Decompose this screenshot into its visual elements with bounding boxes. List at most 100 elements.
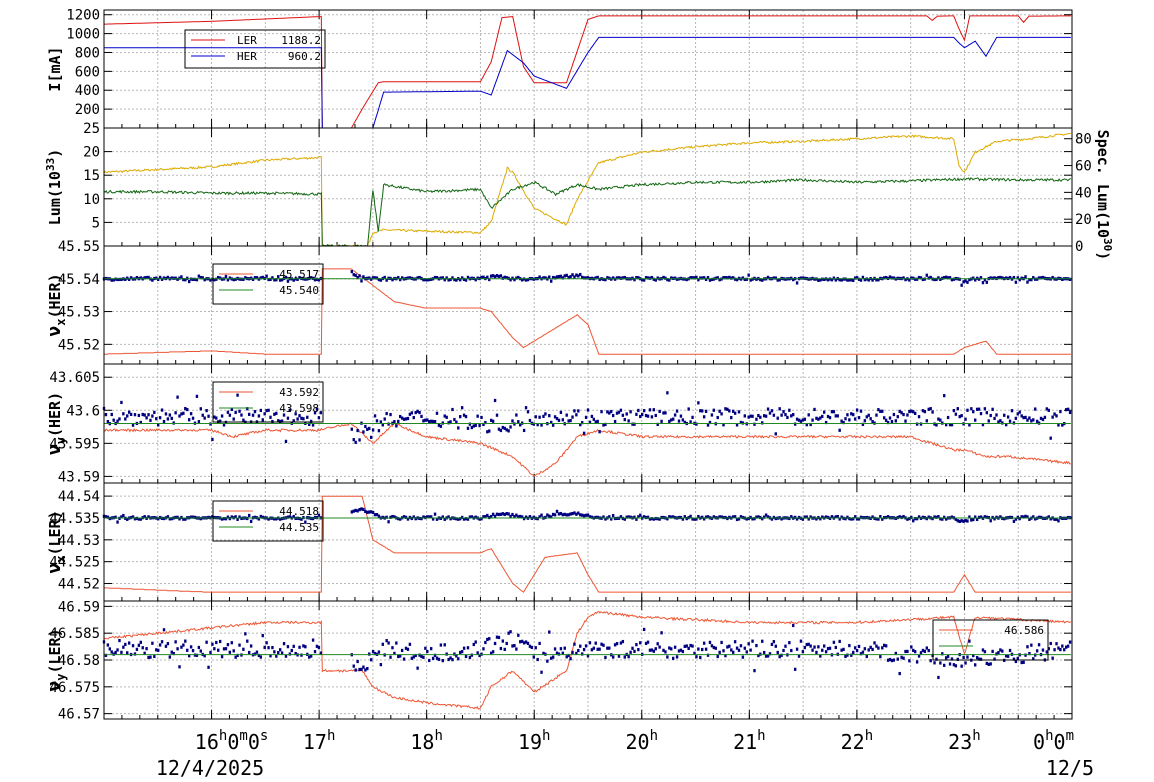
- legend-value: 43.598: [279, 402, 319, 415]
- data-point: [972, 276, 975, 280]
- y-tick-label: 400: [75, 83, 100, 99]
- data-point: [853, 646, 857, 650]
- data-point: [474, 278, 477, 282]
- data-point: [675, 655, 679, 659]
- data-point: [710, 644, 714, 648]
- data-point: [317, 513, 321, 517]
- data-point: [815, 416, 818, 420]
- data-point: [792, 623, 795, 628]
- data-point: [633, 278, 636, 282]
- data-point: [317, 416, 321, 420]
- data-point: [615, 276, 619, 280]
- data-point: [702, 641, 706, 645]
- data-point: [921, 409, 925, 413]
- data-point: [989, 276, 992, 280]
- data-point: [970, 407, 973, 411]
- data-point: [733, 515, 737, 519]
- data-point: [567, 419, 570, 423]
- data-point: [464, 654, 468, 659]
- data-point: [997, 420, 1000, 424]
- data-point: [875, 644, 878, 648]
- data-point: [209, 650, 212, 654]
- data-point: [538, 415, 541, 419]
- data-point: [217, 275, 220, 280]
- data-point: [913, 517, 917, 521]
- data-point: [937, 276, 940, 280]
- data-point: [772, 515, 776, 520]
- data-point: [315, 644, 319, 648]
- data-point: [1014, 416, 1018, 420]
- data-point: [563, 512, 566, 516]
- data-point: [784, 413, 787, 417]
- data-point: [507, 631, 510, 635]
- data-point: [497, 635, 501, 640]
- data-point: [209, 278, 212, 282]
- data-point: [468, 422, 472, 426]
- data-point: [724, 276, 727, 280]
- data-point: [472, 642, 475, 647]
- data-point: [577, 511, 580, 515]
- data-point: [730, 276, 733, 280]
- data-point: [898, 409, 901, 413]
- data-point: [207, 414, 210, 418]
- data-point: [116, 419, 119, 423]
- data-point: [569, 418, 572, 423]
- data-point: [315, 277, 319, 281]
- data-point: [714, 276, 717, 280]
- data-point: [222, 423, 226, 427]
- data-point: [848, 418, 851, 422]
- data-point: [213, 415, 216, 419]
- data-point: [1041, 275, 1045, 280]
- data-point: [757, 413, 760, 418]
- data-point: [704, 647, 708, 651]
- data-point: [972, 410, 975, 414]
- data-point: [1012, 421, 1016, 425]
- data-point: [426, 649, 429, 654]
- data-point: [635, 643, 638, 647]
- data-point: [881, 517, 884, 521]
- y-axis-label-main: ν: [44, 444, 65, 455]
- y-tick-label: 44.535: [49, 511, 100, 527]
- data-point: [701, 515, 704, 519]
- data-point: [296, 417, 299, 421]
- data-point: [491, 274, 495, 278]
- data-point: [795, 417, 799, 421]
- data-point: [644, 276, 648, 280]
- data-point: [939, 661, 942, 665]
- x-tick-sup: h: [865, 728, 873, 744]
- data-point: [691, 276, 694, 280]
- data-point: [904, 649, 907, 654]
- data-point: [286, 645, 290, 649]
- data-point: [379, 278, 383, 282]
- data-point: [232, 278, 235, 282]
- data-point: [495, 273, 499, 278]
- data-point: [778, 407, 781, 411]
- data-point: [184, 639, 187, 643]
- data-point: [304, 645, 307, 649]
- y-axis-label-sup: 33: [44, 158, 57, 171]
- data-point: [712, 645, 716, 650]
- data-point: [884, 275, 888, 280]
- data-point: [650, 648, 654, 652]
- y-axis-label: Lum(1033): [44, 149, 64, 225]
- data-point: [648, 517, 652, 521]
- data-point: [683, 644, 686, 649]
- data-point: [391, 514, 394, 519]
- data-point: [671, 515, 675, 519]
- data-point: [681, 649, 685, 654]
- data-point: [650, 275, 654, 280]
- data-point: [191, 515, 195, 519]
- data-point: [944, 423, 948, 427]
- data-point: [373, 414, 377, 418]
- data-point: [261, 418, 264, 422]
- data-point: [621, 413, 625, 417]
- data-point: [774, 276, 777, 280]
- data-point: [944, 517, 948, 521]
- data-point: [561, 418, 565, 422]
- data-point: [652, 517, 656, 521]
- data-point: [751, 414, 754, 418]
- data-point: [890, 276, 894, 280]
- data-point: [368, 276, 371, 280]
- data-point: [921, 515, 925, 519]
- data-point: [995, 413, 998, 417]
